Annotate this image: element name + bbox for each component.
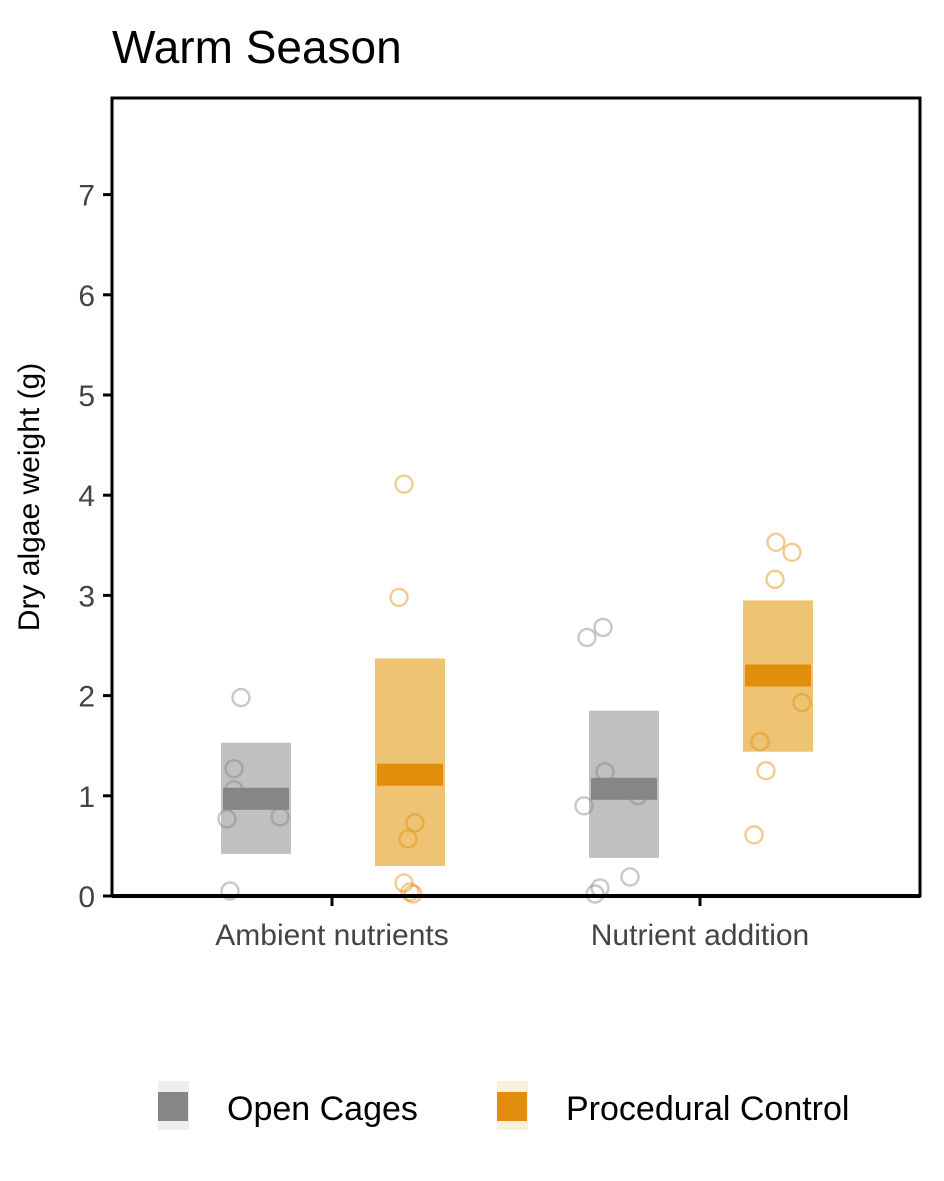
data-point-procedural-control-ambient-nutrients [400, 882, 420, 902]
legend-key-swatch [158, 1092, 188, 1121]
data-point-procedural-control-nutrient-addition [765, 569, 785, 590]
y-tick-label: 0 [78, 881, 95, 914]
mean-marker-procedural-control-nutrient-addition [745, 664, 811, 687]
data-point-open-cages-nutrient-addition [628, 786, 648, 806]
data-point-open-cages-nutrient-addition [574, 796, 594, 816]
data-point-procedural-control-ambient-nutrients [394, 474, 414, 494]
y-tick-label: 5 [78, 380, 95, 413]
chart-title: Warm Season [112, 21, 402, 73]
data-point-open-cages-nutrient-addition [577, 627, 597, 648]
y-tick-label: 6 [78, 280, 95, 313]
data-point-procedural-control-nutrient-addition [744, 825, 764, 845]
y-tick-label: 1 [78, 781, 95, 814]
y-tick-label: 2 [78, 681, 95, 714]
data-point-open-cages-ambient-nutrients [224, 759, 244, 779]
legend-label: Open Cages [227, 1090, 418, 1128]
data-point-procedural-control-nutrient-addition [750, 731, 770, 752]
y-axis-label: Dry algae weight (g) [13, 363, 46, 631]
data-point-open-cages-nutrient-addition [595, 762, 615, 782]
mean-marker-open-cages-ambient-nutrients [223, 787, 289, 810]
data-point-procedural-control-nutrient-addition [782, 542, 802, 563]
interval-band-procedural-control-ambient-nutrients [375, 658, 445, 866]
x-tick-label: Ambient nutrients [215, 919, 448, 952]
data-point-open-cages-ambient-nutrients [224, 780, 244, 800]
legend: Open Cages Procedural Control [158, 1081, 849, 1130]
data-point-procedural-control-ambient-nutrients [389, 587, 409, 608]
mean-marker-open-cages-nutrient-addition [591, 777, 657, 800]
data-point-open-cages-nutrient-addition [585, 884, 605, 904]
legend-item-open-cages: Open Cages [158, 1081, 418, 1130]
legend-item-procedural-control: Procedural Control [497, 1081, 849, 1130]
data-point-open-cages-nutrient-addition [593, 617, 613, 638]
legend-key-swatch [497, 1092, 527, 1121]
data-point-open-cages-ambient-nutrients [220, 881, 240, 901]
x-axis: Ambient nutrients Nutrient addition [112, 894, 920, 952]
interval-bands [221, 600, 813, 866]
legend-label: Procedural Control [566, 1090, 849, 1128]
y-tick-label: 7 [78, 180, 95, 213]
mean-marker-procedural-control-ambient-nutrients [377, 763, 443, 786]
data-point-open-cages-nutrient-addition [620, 867, 640, 887]
data-point-procedural-control-nutrient-addition [766, 532, 786, 552]
data-point-open-cages-ambient-nutrients [217, 809, 237, 829]
x-tick-label: Nutrient addition [591, 919, 809, 952]
y-tick-label: 3 [78, 580, 95, 613]
data-point-procedural-control-nutrient-addition [792, 692, 812, 713]
data-point-procedural-control-ambient-nutrients [403, 884, 423, 904]
data-point-procedural-control-ambient-nutrients [394, 873, 414, 893]
data-point-procedural-control-ambient-nutrients [405, 813, 425, 833]
data-points [217, 474, 812, 904]
data-point-procedural-control-ambient-nutrients [398, 829, 418, 849]
data-point-procedural-control-nutrient-addition [756, 761, 776, 781]
data-point-open-cages-ambient-nutrients [231, 687, 251, 708]
data-point-open-cages-ambient-nutrients [270, 807, 290, 827]
mean-markers [223, 664, 811, 810]
y-tick-label: 4 [78, 480, 95, 513]
y-axis: 0 1 2 3 4 5 6 7 [78, 180, 112, 914]
